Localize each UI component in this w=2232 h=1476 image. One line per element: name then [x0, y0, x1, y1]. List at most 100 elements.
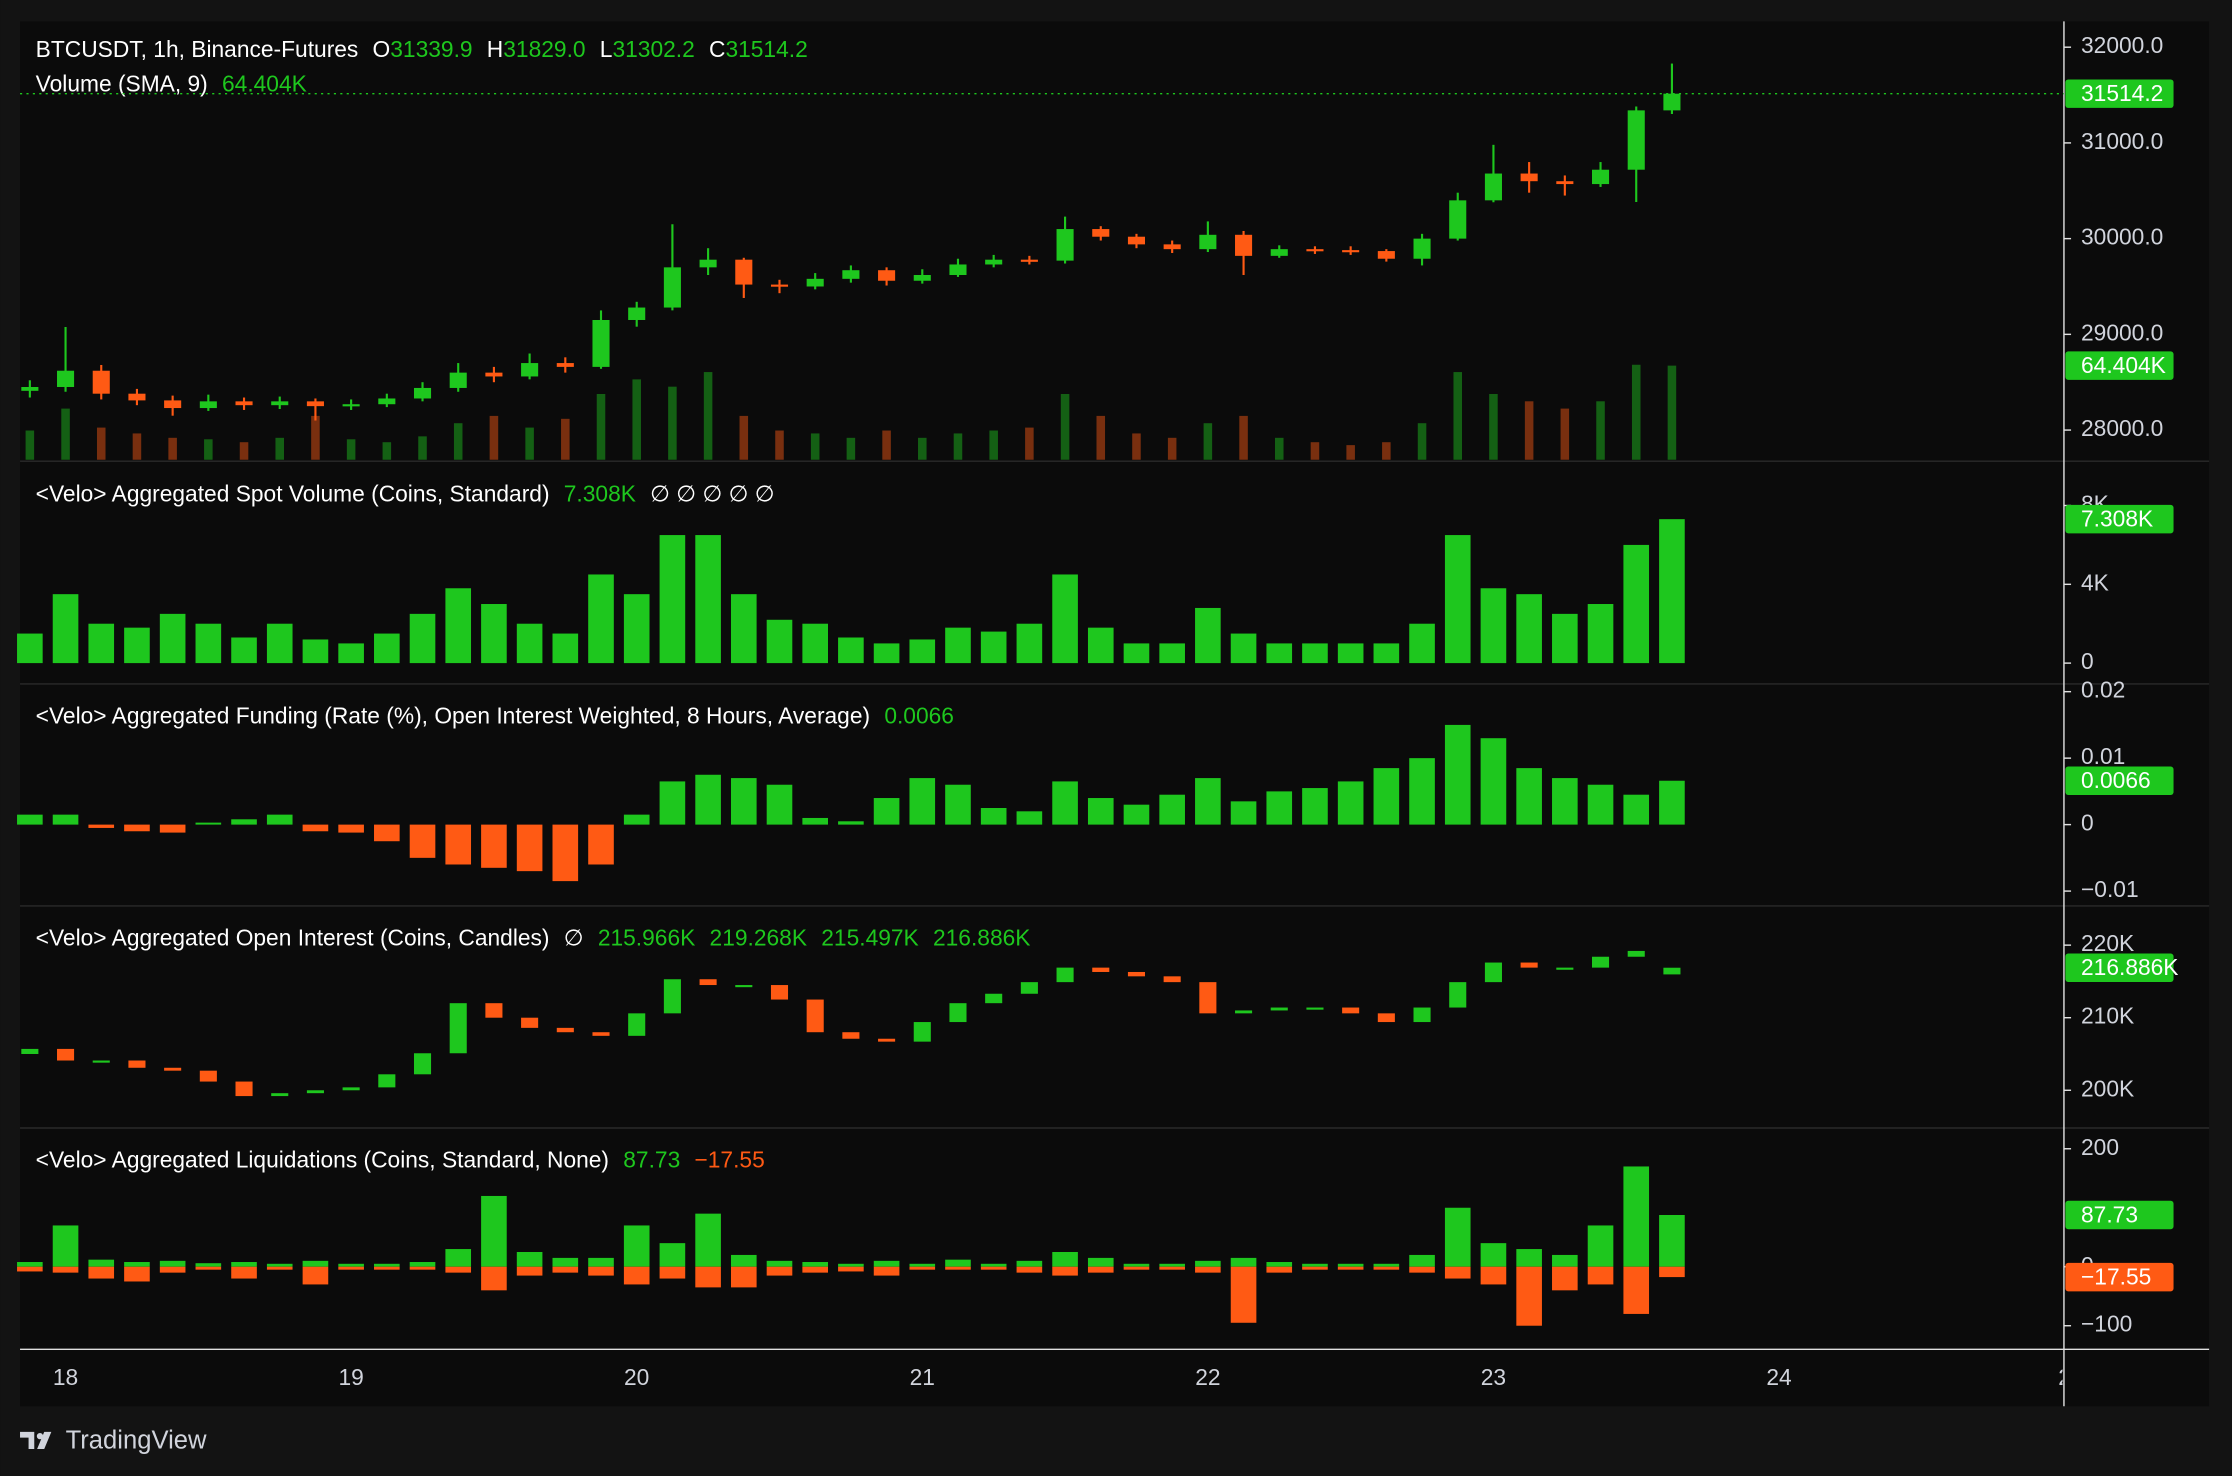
legend-item: BTCUSDT, 1h, Binance-Futures	[36, 36, 359, 62]
candle-body	[1056, 229, 1074, 261]
legend-item: Volume (SMA, 9)	[36, 70, 208, 96]
bar	[124, 627, 150, 664]
legend-item: 215.497K	[821, 924, 918, 950]
bar	[873, 1266, 900, 1276]
bar	[945, 1259, 971, 1267]
volume-bar	[1489, 393, 1498, 460]
x-tick-label: 22	[1195, 1364, 1220, 1390]
legend-item: −17.55	[694, 1146, 764, 1172]
bar	[409, 1262, 436, 1267]
volume-bar	[1596, 401, 1605, 460]
bar	[1302, 1266, 1328, 1270]
bar	[409, 613, 436, 664]
bar	[909, 778, 936, 825]
volume-bar	[1667, 365, 1677, 460]
bar	[838, 821, 864, 825]
bar	[1159, 643, 1185, 664]
x-tick-label: 20	[624, 1364, 649, 1390]
bar	[1266, 1262, 1293, 1267]
candle-body	[199, 401, 217, 409]
x-tick-label: 23	[1481, 1364, 1506, 1390]
bar	[409, 824, 436, 858]
bar	[1409, 1254, 1435, 1267]
candle-body	[842, 1032, 860, 1039]
price-tag-label: 31514.2	[2081, 80, 2163, 106]
bar	[1659, 1214, 1685, 1267]
price-tag-label: 7.308K	[2081, 506, 2153, 532]
bar	[1659, 780, 1685, 825]
bar	[588, 1266, 614, 1276]
bar	[516, 1266, 543, 1276]
candle-body	[521, 363, 539, 377]
legend-item: L	[600, 36, 613, 62]
candle-body	[449, 1003, 467, 1054]
bar	[1444, 1207, 1471, 1267]
candle-body	[1020, 982, 1038, 994]
candle-body	[413, 1053, 432, 1075]
bar	[1480, 1266, 1507, 1285]
bar	[266, 1263, 293, 1267]
legend-item: H	[487, 36, 503, 62]
bar	[1052, 1251, 1078, 1267]
volume-bar	[346, 439, 356, 460]
bar	[1373, 1263, 1400, 1267]
volume-bar	[418, 436, 427, 460]
bar	[1302, 643, 1328, 664]
candle-body	[164, 1067, 182, 1071]
y-tick-label: 0.01	[2081, 743, 2125, 769]
candle-body	[1306, 1007, 1324, 1010]
bar	[1159, 794, 1185, 825]
legend-item: C	[709, 36, 725, 62]
price-tag	[2065, 1262, 2174, 1292]
bar	[1266, 643, 1293, 664]
volume-legend: Volume (SMA, 9) 64.404K	[36, 70, 307, 96]
candle-body	[1235, 1010, 1253, 1014]
bar	[1230, 801, 1257, 825]
price-tag-label: 87.73	[2081, 1201, 2138, 1227]
x-tick-label: 18	[53, 1364, 78, 1390]
bar	[873, 643, 900, 664]
candle-body	[949, 1003, 967, 1023]
bar	[623, 594, 650, 664]
volume-bar	[596, 393, 606, 460]
bar	[1016, 811, 1043, 825]
bar	[1587, 784, 1614, 825]
candle-body	[306, 1090, 324, 1094]
candle-body	[1127, 236, 1146, 245]
bar	[1052, 781, 1078, 825]
legend-item: 216.886K	[933, 924, 1030, 950]
candle-body	[1199, 234, 1217, 250]
candle-body	[164, 400, 182, 409]
bar	[659, 781, 686, 825]
bar	[17, 1262, 43, 1267]
bar	[1337, 1266, 1364, 1270]
candle-body	[1663, 967, 1681, 975]
candle-body	[556, 363, 574, 367]
legend-item: <Velo> Aggregated Spot Volume (Coins, St…	[36, 480, 550, 506]
volume-bar	[453, 423, 463, 460]
candle-body	[592, 319, 610, 367]
bar	[1444, 724, 1471, 825]
bar	[588, 574, 614, 664]
bar	[552, 1257, 579, 1267]
bar	[231, 637, 257, 664]
bar	[1016, 1266, 1043, 1273]
bar	[1195, 778, 1221, 825]
bar	[159, 1260, 186, 1267]
volume-bar	[668, 386, 677, 460]
candle-body	[1163, 976, 1181, 983]
volume-bar	[918, 437, 927, 460]
bar	[1444, 535, 1471, 664]
volume-bar	[239, 442, 249, 460]
candle-body	[1092, 229, 1110, 237]
volume-bar	[132, 433, 142, 460]
candle-body	[1484, 962, 1502, 983]
bar	[838, 1263, 864, 1267]
candle-body	[1627, 110, 1645, 170]
price-tag	[2065, 1200, 2174, 1230]
bar	[374, 1263, 400, 1267]
legend-item: 31829.0	[503, 36, 585, 62]
bar	[124, 824, 150, 832]
volume-bar	[489, 415, 499, 460]
bar	[945, 627, 971, 664]
